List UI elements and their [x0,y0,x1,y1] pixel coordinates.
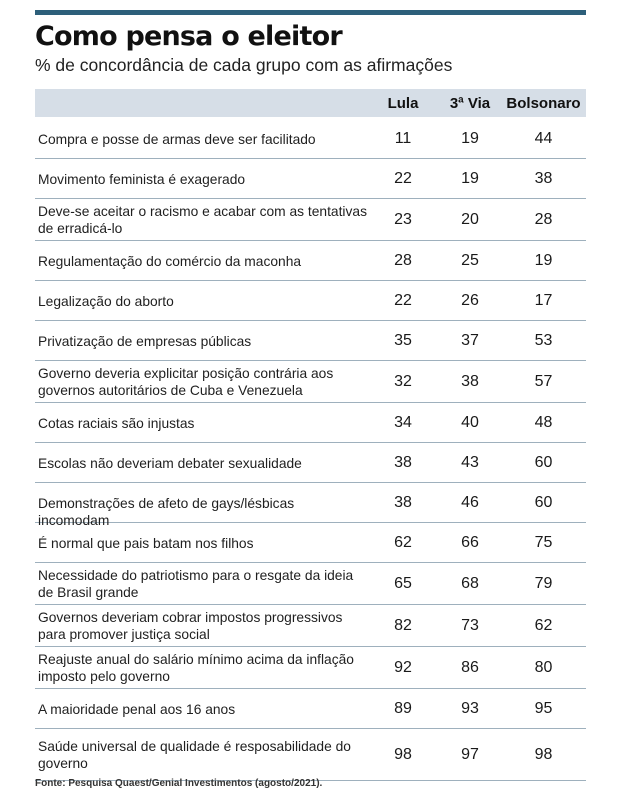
value-lula: 92 [394,659,412,676]
value-bolsonaro: 28 [534,211,553,228]
value-bolsonaro: 17 [534,292,553,309]
value-3a-via: 19 [461,130,479,147]
table-header: Lula 3ª Via Bolsonaro [35,89,586,117]
statement-label: A maioridade penal aos 16 anos [38,702,236,717]
statement-label: É normal que pais batam nos filhos [38,536,254,551]
value-3a-via: 43 [461,454,479,471]
statement-label: Saúde universal de qualidade é resposabi… [38,739,351,771]
value-3a-via: 93 [461,700,479,717]
statement-label: Governos deveriam cobrar impostos progre… [38,610,343,642]
value-bolsonaro: 80 [534,659,553,676]
value-3a-via: 37 [461,332,479,349]
column-header-bolsonaro: Bolsonaro [506,95,581,112]
value-3a-via: 40 [461,414,479,431]
value-lula: 32 [394,373,412,390]
value-bolsonaro: 95 [534,700,553,717]
value-3a-via: 38 [461,373,479,390]
table-row: Reajuste anual do salário mínimo acima d… [35,647,586,689]
value-3a-via: 73 [461,617,479,634]
value-bolsonaro: 60 [534,454,553,471]
value-lula: 38 [394,494,412,511]
value-bolsonaro: 57 [534,373,553,390]
value-lula: 23 [394,211,412,228]
table-row: A maioridade penal aos 16 anos 89 93 95 [35,689,586,729]
statement-label: Legalização do aborto [38,294,174,309]
value-3a-via: 25 [461,252,479,269]
table-row: Necessidade do patriotismo para o resgat… [35,563,586,605]
value-bolsonaro: 79 [534,575,553,592]
table-row: Legalização do aborto 22 26 17 [35,281,586,321]
value-3a-via: 66 [461,534,479,551]
value-bolsonaro: 19 [534,252,553,269]
statement-label: Demonstrações de afeto de gays/lésbicas … [38,496,295,528]
chart-title: Como pensa o eleitor [35,21,343,52]
table-row: Deve-se aceitar o racismo e acabar com a… [35,199,586,241]
value-bolsonaro: 48 [534,414,553,431]
value-lula: 38 [394,454,412,471]
table-row: Privatização de empresas públicas 35 37 53 [35,321,586,361]
table-row: Saúde universal de qualidade é resposabi… [35,729,586,781]
table-row: Cotas raciais são injustas 34 40 48 [35,403,586,443]
statement-label: Escolas não deveriam debater sexualidade [38,456,302,471]
value-bolsonaro: 60 [534,494,553,511]
value-bolsonaro: 44 [534,130,553,147]
value-lula: 34 [394,414,412,431]
table-row: Demonstrações de afeto de gays/lésbicas … [35,483,586,528]
value-3a-via: 68 [461,575,479,592]
table-row: Movimento feminista é exagerado 22 19 38 [35,159,586,199]
table-row: É normal que pais batam nos filhos 62 66 75 [35,523,586,563]
value-lula: 28 [394,252,412,269]
table-body: Compra e posse de armas deve ser facilit… [35,119,586,781]
value-bolsonaro: 38 [534,170,553,187]
value-lula: 82 [394,617,412,634]
table-row: Escolas não deveriam debater sexualidade… [35,443,586,483]
column-header-3a-via: 3ª Via [449,95,491,112]
table-row: Governos deveriam cobrar impostos progre… [35,605,586,647]
value-3a-via: 97 [461,746,479,763]
value-lula: 35 [394,332,412,349]
value-bolsonaro: 75 [534,534,553,551]
statement-label: Necessidade do patriotismo para o resgat… [38,568,354,600]
statement-label: Compra e posse de armas deve ser facilit… [38,132,316,147]
value-3a-via: 46 [461,494,479,511]
source-note: Fonte: Pesquisa Quaest/Genial Investimen… [35,778,323,789]
statement-label: Regulamentação do comércio da maconha [38,254,302,269]
value-bolsonaro: 53 [534,332,553,349]
value-bolsonaro: 62 [534,617,553,634]
statement-label: Governo deveria explicitar posição contr… [38,366,334,398]
value-lula: 22 [394,170,412,187]
value-3a-via: 19 [461,170,479,187]
table-row: Compra e posse de armas deve ser facilit… [35,119,586,159]
value-lula: 98 [394,746,412,763]
value-bolsonaro: 98 [534,746,553,763]
value-lula: 11 [394,130,412,147]
statement-label: Deve-se aceitar o racismo e acabar com a… [38,204,367,236]
statement-label: Cotas raciais são injustas [38,416,195,431]
table-row: Regulamentação do comércio da maconha 28 2… [35,241,586,281]
value-3a-via: 20 [461,211,479,228]
table-row: Governo deveria explicitar posição contr… [35,361,586,403]
value-3a-via: 26 [461,292,479,309]
statement-label: Reajuste anual do salário mínimo acima d… [38,652,354,684]
value-lula: 22 [394,292,412,309]
column-header-lula: Lula [387,95,419,112]
value-lula: 62 [394,534,412,551]
value-lula: 89 [394,700,412,717]
value-3a-via: 86 [461,659,479,676]
statement-label: Movimento feminista é exagerado [38,172,246,187]
value-lula: 65 [394,575,412,592]
top-rule [35,10,586,15]
chart-subtitle: % de concordância de cada grupo com as a… [35,55,453,75]
statement-label: Privatização de empresas públicas [38,334,252,349]
